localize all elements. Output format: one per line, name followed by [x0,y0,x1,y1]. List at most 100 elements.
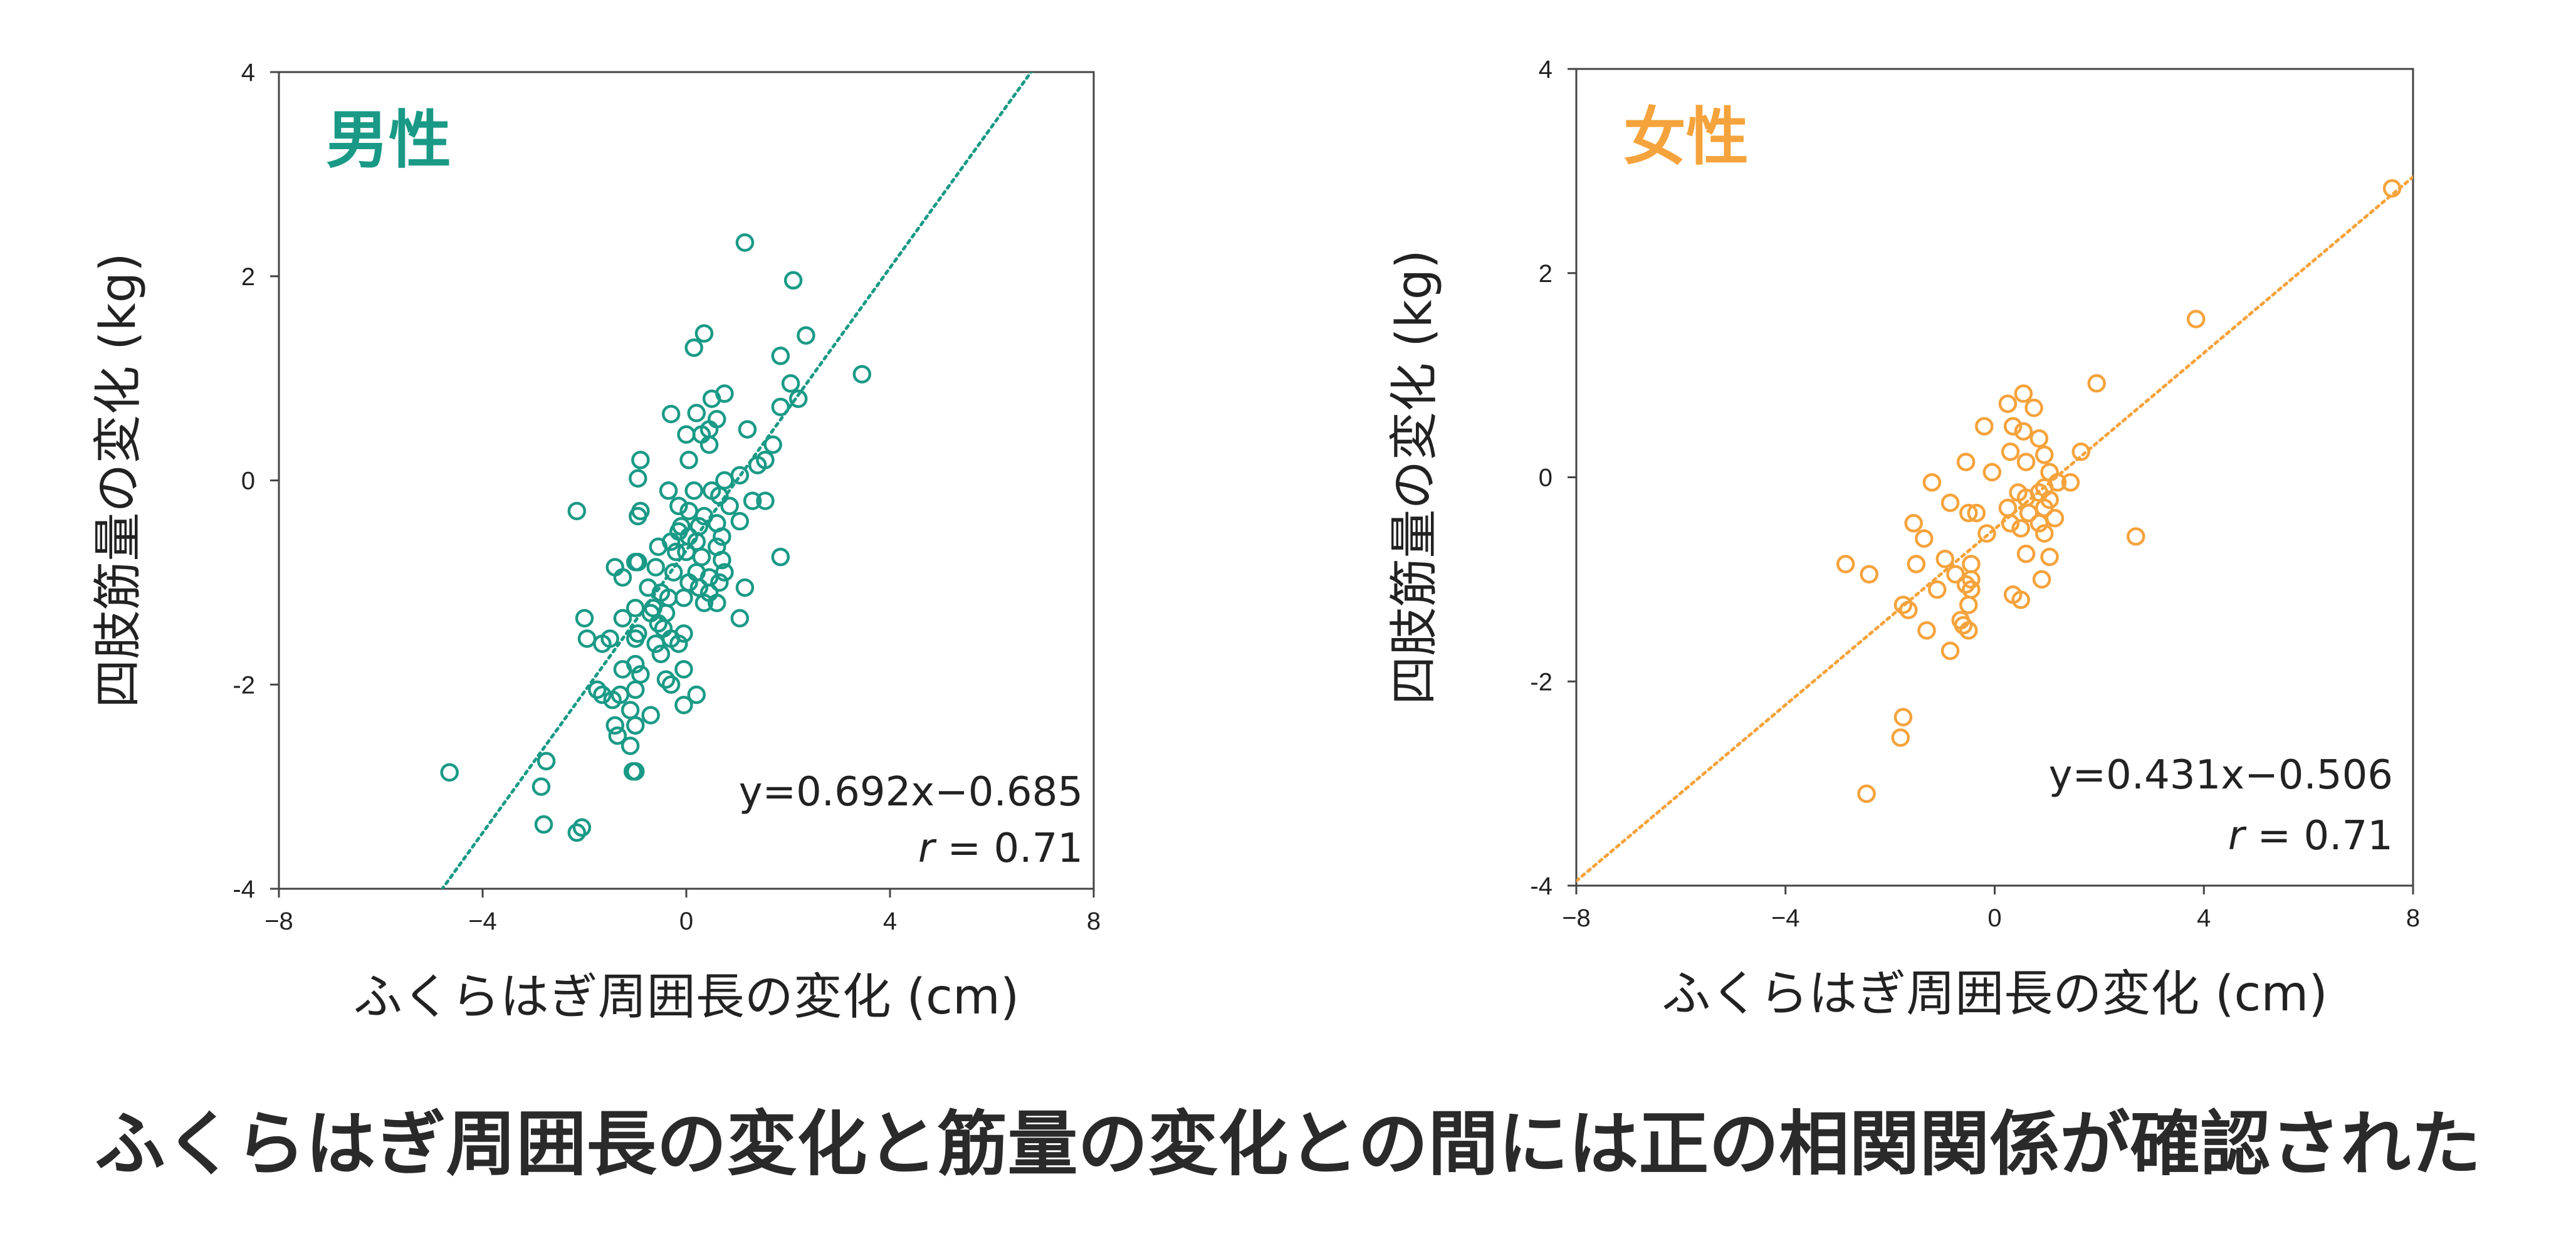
data-point [1899,600,1918,619]
data-point [710,486,729,505]
data-point [2061,473,2080,492]
x-tick-label: −4 [1771,904,1800,932]
x-tick-label: 4 [883,908,897,935]
data-point [687,404,706,422]
data-point [2001,442,2020,461]
data-point [674,589,693,607]
data-point [687,685,706,704]
data-point [661,404,681,424]
data-point [1962,555,1981,573]
data-point [674,696,693,715]
data-point [781,374,800,393]
data-point [2016,544,2036,563]
data-point [708,594,726,612]
data-point [1954,615,1973,635]
data-point [659,481,678,500]
data-point [641,706,660,725]
data-point [1857,784,1876,804]
r-value: = 0.71 [2244,813,2393,859]
r-symbol: r [918,825,937,872]
data-point [699,435,719,454]
x-tick-label: 0 [1987,904,2001,932]
r-value: = 0.71 [935,825,1083,872]
data-point [534,815,553,834]
data-point [664,563,683,582]
data-point [1959,503,1978,523]
data-point [646,558,665,577]
data-point [608,726,627,745]
data-point [2016,453,2036,471]
data-point [2035,445,2054,464]
data-point [567,823,587,842]
data-point [2032,570,2051,589]
data-point [623,762,642,781]
data-point [2035,524,2054,543]
scatter-points [1836,179,2402,804]
data-point [730,511,750,531]
data-point [2040,547,2059,567]
data-point [748,456,767,474]
data-point [600,629,619,648]
data-point [677,425,696,444]
data-point [1907,555,1926,573]
data-point [629,506,647,526]
data-point [626,553,645,572]
y-tick-label: 2 [241,263,255,291]
data-point [629,469,647,488]
x-tick-label: −4 [468,908,497,935]
data-point [531,777,551,796]
data-point [2014,384,2033,403]
data-point [735,233,755,252]
data-point [692,547,711,567]
data-point [2003,417,2023,436]
data-point [2019,503,2038,523]
data-point [756,491,775,510]
data-point [1962,570,1981,589]
data-point [567,501,587,521]
data-point [593,685,612,704]
data-point [577,629,597,648]
data-point [620,736,640,755]
data-point [1917,621,1936,640]
data-point [789,389,808,408]
data-point [771,347,790,365]
data-point [1940,493,1960,512]
data-point [771,547,790,567]
data-point [661,675,681,694]
x-tick-label: −8 [264,908,293,935]
trend-line [440,72,1034,889]
regression-equation: y=0.431x−0.506 [2049,752,2393,799]
data-point [2087,374,2106,393]
y-axis-label: 四肢筋量の変化 (kg) [1386,249,1443,704]
data-point [1956,453,1976,471]
data-point [1998,498,2018,518]
data-point [783,271,803,290]
data-point [1922,473,1942,492]
data-point [1940,641,1960,661]
data-point [575,609,594,628]
data-point [1893,595,1913,614]
data-point [2024,398,2043,417]
data-point [735,578,755,597]
y-tick-label: 0 [1539,464,1552,492]
data-point [626,716,645,735]
data-point [674,660,693,679]
y-tick-label: 2 [1539,260,1552,288]
data-point [1959,595,1978,614]
data-point [1946,565,1965,584]
data-point [669,634,688,653]
data-point [440,763,459,782]
x-tick-label: 4 [2197,904,2211,932]
data-point [631,451,650,469]
data-point [713,550,731,570]
data-point [1915,529,1934,548]
data-point [797,326,815,345]
data-point [613,568,632,587]
data-point [649,537,668,557]
figure-caption: ふくらはぎ周囲長の変化と筋量の変化との間には正の相関関係が確認された [95,1104,2481,1185]
data-point [2045,508,2065,528]
y-tick-label: 4 [1539,56,1552,83]
y-axis-label: 四肢筋量の変化 (kg) [90,253,147,708]
data-point [1959,621,1978,640]
